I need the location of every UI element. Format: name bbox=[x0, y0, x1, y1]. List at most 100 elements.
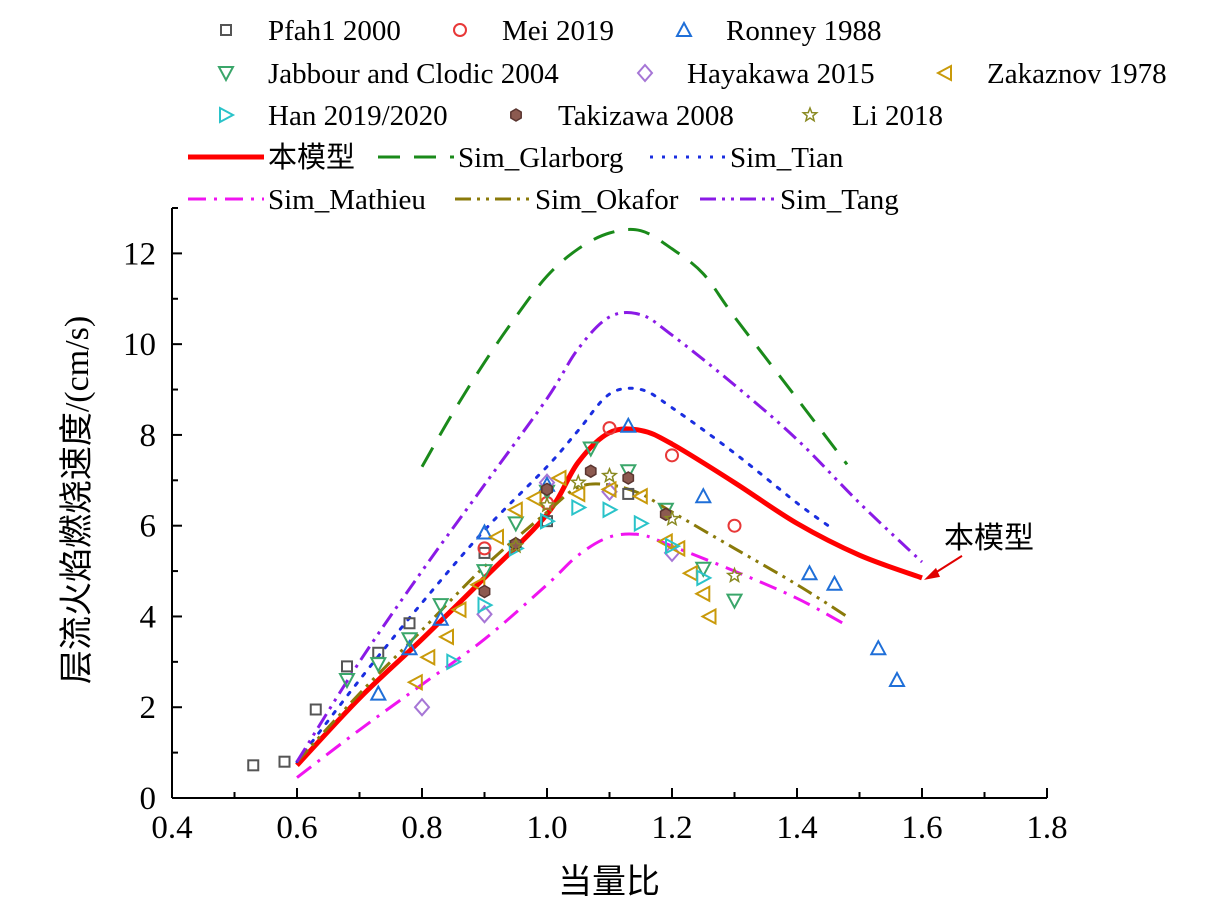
data-point-Mei 2019 bbox=[665, 448, 679, 463]
x-tick-label: 1.6 bbox=[901, 810, 942, 846]
data-point-Zakaznov 1978 bbox=[469, 576, 486, 594]
series-line-Sim_Tang bbox=[295, 311, 924, 763]
data-point-Ronney 1988 bbox=[369, 684, 387, 701]
ticks: 0.4 0.6 0.8 1.0 1.2 1.4 1.6 1.8 0 2 4 6 8 10 12 bbox=[123, 207, 1068, 846]
x-tick-label: 0.6 bbox=[276, 810, 317, 846]
data-point-Jabbour and Clodic 2004 bbox=[694, 561, 712, 578]
legend-label-Han 2019/2020: Han 2019/2020 bbox=[268, 100, 448, 132]
series-line-Sim_Okafor bbox=[295, 482, 848, 763]
data-point-Ronney 1988 bbox=[475, 523, 494, 540]
series-line-Sim_Tian bbox=[295, 386, 830, 764]
y-tick-label: 0 bbox=[140, 781, 157, 817]
series-line-Sim_Glarborg bbox=[420, 227, 849, 468]
legend-marker-Takizawa 2008 bbox=[510, 108, 522, 122]
x-tick-label: 1.2 bbox=[651, 810, 692, 846]
data-point-Jabbour and Clodic 2004 bbox=[432, 598, 450, 615]
y-axis-title: 层流火焰燃烧速度/(cm/s) bbox=[58, 316, 96, 684]
x-tick-label: 1.4 bbox=[776, 810, 817, 846]
data-point-Zakaznov 1978 bbox=[694, 585, 711, 603]
data-point-Zakaznov 1978 bbox=[631, 487, 648, 505]
data-point-Jabbour and Clodic 2004 bbox=[507, 516, 525, 533]
data-point-Mei 2019 bbox=[727, 518, 742, 533]
data-point-Han 2019/2020 bbox=[477, 596, 494, 614]
y-tick-label: 12 bbox=[123, 236, 156, 272]
legend-label-Jabbour and Clodic 2004: Jabbour and Clodic 2004 bbox=[268, 58, 559, 90]
data-point-Zakaznov 1978 bbox=[700, 607, 717, 626]
legend-marker-Mei 2019 bbox=[453, 23, 467, 37]
legend-label-本模型: 本模型 bbox=[268, 141, 355, 174]
data-point-Han 2019/2020 bbox=[446, 653, 463, 671]
data-point-Ronney 1988 bbox=[619, 416, 637, 433]
data-point-Zakaznov 1978 bbox=[569, 485, 586, 503]
legend-label-Sim_Okafor: Sim_Okafor bbox=[535, 184, 679, 216]
series-lines bbox=[295, 227, 924, 779]
data-point-Takizawa 2008 bbox=[584, 464, 597, 479]
data-point-Han 2019/2020 bbox=[633, 514, 650, 533]
data-point-Zakaznov 1978 bbox=[506, 501, 523, 519]
data-point-Mei 2019 bbox=[477, 541, 492, 556]
data-point-Mei 2019 bbox=[602, 421, 617, 436]
axes bbox=[171, 208, 1047, 799]
data-point-Jabbour and Clodic 2004 bbox=[369, 657, 387, 674]
data-point-Jabbour and Clodic 2004 bbox=[400, 632, 419, 649]
data-point-Takizawa 2008 bbox=[541, 482, 553, 497]
y-tick-label: 2 bbox=[140, 690, 157, 726]
x-tick-label: 0.8 bbox=[401, 810, 442, 846]
data-point-Jabbour and Clodic 2004 bbox=[582, 441, 600, 458]
legend-marker-Pfah1 2000 bbox=[220, 24, 232, 36]
data-point-Pfah1 2000 bbox=[341, 660, 353, 673]
callout-arrow-head bbox=[924, 567, 940, 580]
legend-label-Takizawa 2008: Takizawa 2008 bbox=[558, 100, 734, 132]
legend-label-Sim_Mathieu: Sim_Mathieu bbox=[268, 184, 426, 216]
data-point-Han 2019/2020 bbox=[665, 537, 682, 555]
data-point-Takizawa 2008 bbox=[622, 471, 635, 485]
data-point-Han 2019/2020 bbox=[571, 498, 588, 517]
legend-label-Zakaznov 1978: Zakaznov 1978 bbox=[987, 58, 1167, 90]
data-point-Li 2018 bbox=[507, 536, 525, 554]
data-point-Jabbour and Clodic 2004 bbox=[475, 564, 494, 581]
data-point-Zakaznov 1978 bbox=[600, 480, 617, 499]
data-point-Li 2018 bbox=[569, 473, 587, 490]
data-point-Takizawa 2008 bbox=[478, 584, 491, 599]
data-point-Li 2018 bbox=[663, 509, 681, 527]
legend-marker-Ronney 1988 bbox=[675, 20, 693, 37]
data-point-Zakaznov 1978 bbox=[487, 528, 504, 546]
data-point-Takizawa 2008 bbox=[659, 507, 672, 522]
data-point-Zakaznov 1978 bbox=[419, 648, 436, 666]
x-axis-title: 当量比 bbox=[558, 863, 660, 901]
x-tick-label: 0.4 bbox=[151, 810, 192, 846]
legend: Pfah1 2000 Mei 2019 Ronney 1988 Jabbour and… bbox=[188, 15, 1167, 216]
data-point-Jabbour and Clodic 2004 bbox=[619, 464, 637, 481]
data-point-Ronney 1988 bbox=[869, 639, 887, 656]
x-tick-label: 1.0 bbox=[526, 810, 567, 846]
x-tick-label: 1.8 bbox=[1026, 810, 1067, 846]
data-point-Ronney 1988 bbox=[400, 639, 419, 656]
data-point-Pfah1 2000 bbox=[278, 755, 291, 768]
data-point-Zakaznov 1978 bbox=[406, 673, 423, 691]
legend-label-Pfah1 2000: Pfah1 2000 bbox=[268, 15, 401, 47]
data-point-Zakaznov 1978 bbox=[550, 469, 567, 487]
legend-label-Sim_Tang: Sim_Tang bbox=[780, 184, 899, 216]
data-point-Zakaznov 1978 bbox=[450, 601, 467, 619]
data-point-Hayakawa 2015 bbox=[413, 697, 431, 717]
annotation: 本模型 bbox=[924, 522, 1034, 580]
y-tick-label: 8 bbox=[140, 418, 157, 454]
y-tick-label: 10 bbox=[123, 327, 156, 363]
data-point-Ronney 1988 bbox=[825, 574, 844, 591]
legend-label-Hayakawa 2015: Hayakawa 2015 bbox=[687, 58, 875, 90]
legend-marker-Han 2019/2020 bbox=[219, 106, 236, 124]
legend-label-Sim_Glarborg: Sim_Glarborg bbox=[458, 142, 623, 174]
data-point-Pfah1 2000 bbox=[247, 759, 260, 772]
data-point-Zakaznov 1978 bbox=[525, 489, 542, 508]
data-point-Ronney 1988 bbox=[432, 609, 450, 626]
data-point-Han 2019/2020 bbox=[540, 512, 557, 530]
legend-marker-Li 2018 bbox=[801, 105, 819, 123]
data-point-Li 2018 bbox=[600, 466, 619, 484]
legend-marker-Jabbour and Clodic 2004 bbox=[217, 66, 235, 83]
y-tick-label: 4 bbox=[140, 599, 157, 635]
legend-label-Mei 2019: Mei 2019 bbox=[502, 15, 614, 47]
series-points bbox=[247, 416, 906, 772]
data-point-Jabbour and Clodic 2004 bbox=[725, 593, 744, 610]
